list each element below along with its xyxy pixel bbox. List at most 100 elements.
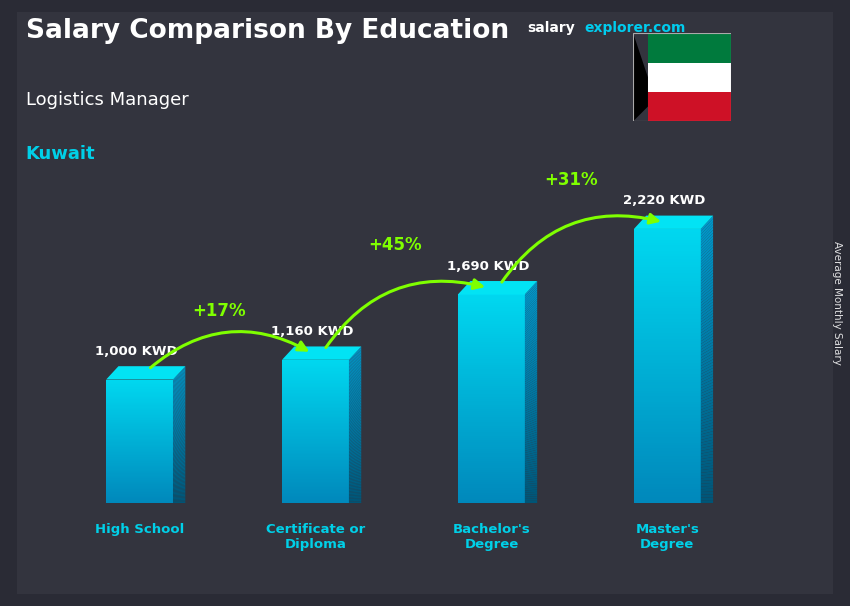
- FancyArrowPatch shape: [502, 215, 658, 282]
- Polygon shape: [634, 391, 700, 393]
- Polygon shape: [700, 491, 713, 494]
- Polygon shape: [524, 281, 537, 296]
- Polygon shape: [173, 407, 185, 418]
- Polygon shape: [458, 342, 524, 344]
- Polygon shape: [458, 436, 524, 438]
- Polygon shape: [458, 344, 524, 347]
- Polygon shape: [173, 455, 185, 461]
- Polygon shape: [700, 425, 713, 431]
- Polygon shape: [634, 363, 700, 366]
- Polygon shape: [458, 340, 524, 342]
- Polygon shape: [700, 414, 713, 421]
- Polygon shape: [524, 385, 537, 395]
- Polygon shape: [282, 410, 348, 411]
- Polygon shape: [282, 408, 348, 410]
- Polygon shape: [106, 497, 173, 498]
- Polygon shape: [700, 253, 713, 267]
- Text: Logistics Manager: Logistics Manager: [26, 91, 188, 109]
- Polygon shape: [106, 492, 173, 493]
- Polygon shape: [106, 410, 173, 411]
- Polygon shape: [348, 382, 361, 394]
- Polygon shape: [458, 301, 524, 303]
- Polygon shape: [524, 375, 537, 384]
- Polygon shape: [458, 376, 524, 378]
- Polygon shape: [348, 361, 361, 374]
- Polygon shape: [282, 486, 348, 487]
- Polygon shape: [106, 496, 173, 497]
- Polygon shape: [282, 396, 348, 397]
- Polygon shape: [700, 431, 713, 437]
- Bar: [648, 62, 731, 92]
- Polygon shape: [700, 224, 713, 240]
- Polygon shape: [700, 376, 713, 385]
- Polygon shape: [458, 484, 524, 486]
- Polygon shape: [458, 453, 524, 455]
- Polygon shape: [106, 462, 173, 464]
- Polygon shape: [700, 313, 713, 325]
- Polygon shape: [634, 459, 700, 462]
- Polygon shape: [524, 472, 537, 476]
- Polygon shape: [700, 442, 713, 448]
- Polygon shape: [634, 229, 700, 231]
- Polygon shape: [282, 399, 348, 400]
- Polygon shape: [458, 499, 524, 501]
- Polygon shape: [700, 333, 713, 344]
- Text: 2,220 KWD: 2,220 KWD: [623, 195, 705, 207]
- Polygon shape: [348, 407, 361, 417]
- Polygon shape: [348, 411, 361, 420]
- Polygon shape: [458, 334, 524, 336]
- Polygon shape: [106, 401, 173, 402]
- Polygon shape: [524, 487, 537, 490]
- Polygon shape: [106, 414, 173, 415]
- Polygon shape: [524, 352, 537, 363]
- Polygon shape: [524, 439, 537, 445]
- Polygon shape: [634, 355, 700, 358]
- Polygon shape: [634, 256, 700, 259]
- Polygon shape: [106, 458, 173, 459]
- Polygon shape: [106, 451, 173, 452]
- Polygon shape: [458, 465, 524, 467]
- Polygon shape: [106, 425, 173, 427]
- Polygon shape: [173, 500, 185, 502]
- Polygon shape: [524, 483, 537, 486]
- Polygon shape: [282, 467, 348, 468]
- Polygon shape: [348, 430, 361, 437]
- Polygon shape: [348, 359, 361, 373]
- Polygon shape: [348, 454, 361, 460]
- Polygon shape: [348, 461, 361, 466]
- Polygon shape: [634, 314, 700, 316]
- Polygon shape: [700, 305, 713, 316]
- Polygon shape: [106, 442, 173, 444]
- Polygon shape: [634, 410, 700, 413]
- Text: explorer.com: explorer.com: [585, 21, 686, 35]
- Polygon shape: [348, 431, 361, 439]
- Polygon shape: [524, 339, 537, 351]
- Polygon shape: [634, 456, 700, 459]
- Polygon shape: [106, 448, 173, 450]
- Polygon shape: [173, 369, 185, 383]
- Polygon shape: [106, 416, 173, 418]
- Polygon shape: [700, 330, 713, 341]
- Polygon shape: [700, 434, 713, 440]
- Polygon shape: [173, 419, 185, 429]
- Polygon shape: [106, 473, 173, 474]
- Polygon shape: [458, 461, 524, 464]
- Polygon shape: [634, 316, 700, 319]
- Polygon shape: [106, 421, 173, 422]
- Polygon shape: [106, 424, 173, 425]
- Polygon shape: [173, 456, 185, 462]
- Polygon shape: [634, 358, 700, 361]
- Polygon shape: [700, 264, 713, 278]
- Polygon shape: [634, 445, 700, 448]
- Polygon shape: [700, 419, 713, 426]
- Polygon shape: [282, 463, 348, 464]
- Polygon shape: [348, 367, 361, 380]
- Polygon shape: [282, 440, 348, 441]
- Polygon shape: [524, 335, 537, 347]
- Polygon shape: [700, 362, 713, 371]
- Polygon shape: [700, 480, 713, 484]
- Polygon shape: [700, 247, 713, 262]
- Polygon shape: [458, 332, 524, 334]
- Polygon shape: [700, 239, 713, 253]
- Polygon shape: [458, 281, 537, 295]
